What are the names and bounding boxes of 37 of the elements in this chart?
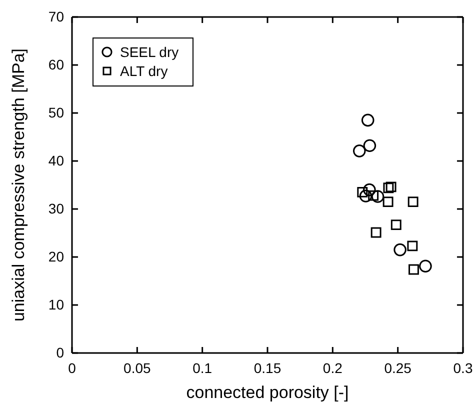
y-tick-label: 40 [48, 152, 64, 168]
y-tick-label: 30 [48, 200, 64, 216]
x-tick-label: 0.05 [124, 360, 152, 376]
y-tick-label: 50 [48, 104, 64, 120]
point [368, 190, 379, 201]
point [408, 264, 419, 275]
point [370, 227, 382, 238]
point [359, 190, 372, 202]
x-tick-label: 0.3 [453, 360, 473, 376]
point [371, 190, 384, 203]
legend-label: SEEL dry [120, 44, 179, 60]
x-tick-label: 0.2 [322, 360, 343, 376]
point [419, 260, 432, 272]
point [390, 220, 402, 230]
x-tick-label: 0.25 [384, 360, 412, 376]
x-tick-label: 0 [68, 360, 76, 376]
y-tick-label: 10 [48, 296, 64, 312]
x-tick-label: 0.15 [254, 360, 282, 376]
y-tick-label: 20 [48, 248, 64, 264]
y-tick-label: 0 [56, 344, 64, 360]
legend-label: ALT dry [120, 63, 168, 79]
point [361, 114, 374, 127]
y-tick-label: 70 [48, 8, 64, 24]
point [363, 139, 376, 152]
point [357, 186, 368, 198]
point [408, 196, 418, 208]
x-axis-title: connected porosity [-] [186, 383, 349, 402]
point [407, 240, 418, 252]
point [363, 183, 376, 196]
point [394, 243, 406, 256]
y-tick-label: 60 [48, 56, 64, 72]
point [386, 182, 396, 192]
point [352, 144, 366, 158]
x-tick-label: 0.1 [192, 360, 212, 376]
point [382, 196, 394, 208]
point [383, 182, 394, 194]
y-axis-title: uniaxial compressive strength [MPa] [9, 48, 28, 322]
